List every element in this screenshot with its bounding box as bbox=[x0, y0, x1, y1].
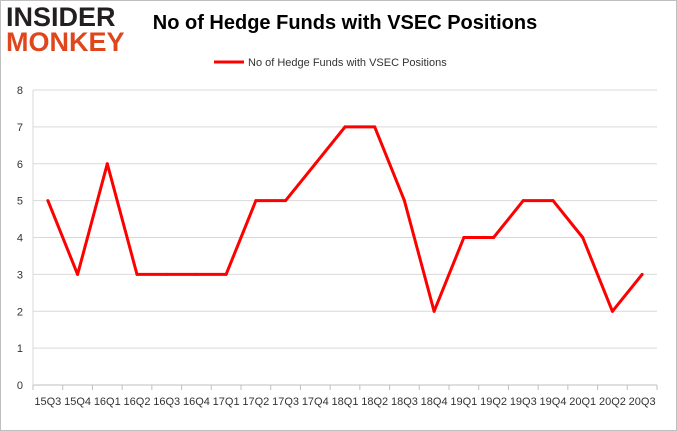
data-point bbox=[105, 162, 109, 166]
series-layer bbox=[46, 125, 644, 313]
data-point bbox=[551, 199, 555, 203]
x-tick-label: 16Q4 bbox=[183, 396, 210, 408]
x-tick-label: 19Q2 bbox=[480, 396, 507, 408]
data-point bbox=[165, 272, 169, 276]
x-tick-label: 17Q4 bbox=[302, 396, 329, 408]
x-tick-label: 17Q2 bbox=[242, 396, 269, 408]
logo-word-insider: INSIDER bbox=[6, 2, 116, 32]
x-tick-label: 18Q2 bbox=[361, 396, 388, 408]
data-point bbox=[640, 272, 644, 276]
data-point bbox=[224, 272, 228, 276]
data-point bbox=[135, 272, 139, 276]
x-tick-label: 19Q1 bbox=[450, 396, 477, 408]
x-tick-label: 16Q2 bbox=[124, 396, 151, 408]
data-point bbox=[492, 236, 496, 239]
data-point bbox=[194, 272, 198, 276]
x-tick-label: 18Q1 bbox=[332, 396, 359, 408]
x-tick-label: 18Q4 bbox=[421, 396, 448, 408]
data-point bbox=[313, 162, 317, 166]
x-tick-label: 15Q3 bbox=[34, 396, 61, 408]
data-point bbox=[284, 199, 288, 203]
y-tick-label: 0 bbox=[17, 380, 23, 392]
data-point bbox=[373, 125, 377, 129]
x-tick-label: 20Q3 bbox=[629, 396, 656, 408]
insider-monkey-logo: INSIDER MONKEY bbox=[6, 2, 125, 57]
legend: No of Hedge Funds with VSEC Positions bbox=[214, 57, 447, 69]
x-tick-label: 20Q2 bbox=[599, 396, 626, 408]
data-point bbox=[343, 125, 347, 129]
chart-title: No of Hedge Funds with VSEC Positions bbox=[152, 12, 538, 34]
x-tick-label: 18Q3 bbox=[391, 396, 418, 408]
y-tick-label: 6 bbox=[17, 159, 23, 171]
x-tick-label: 17Q3 bbox=[272, 396, 299, 408]
x-tick-label: 19Q4 bbox=[540, 396, 567, 408]
data-point bbox=[76, 272, 80, 276]
y-tick-label: 4 bbox=[17, 233, 23, 245]
series-line bbox=[46, 125, 644, 313]
data-point bbox=[46, 199, 50, 203]
x-tick-label: 17Q1 bbox=[213, 396, 240, 408]
y-tick-label: 7 bbox=[17, 122, 23, 134]
y-axis-ticks: 0 1 2 3 4 5 6 7 8 bbox=[17, 85, 23, 392]
data-point bbox=[402, 199, 406, 203]
x-tick-label: 16Q1 bbox=[94, 396, 121, 408]
x-tick-label: 15Q4 bbox=[64, 396, 91, 408]
x-tick-label: 16Q3 bbox=[153, 396, 180, 408]
y-tick-label: 2 bbox=[17, 306, 23, 318]
x-axis-ticks: 15Q3 15Q4 16Q1 16Q2 16Q3 16Q4 17Q1 17Q2 17Q3 17Q4… bbox=[34, 396, 655, 408]
y-tick-label: 8 bbox=[17, 85, 23, 97]
x-tick-label: 19Q3 bbox=[510, 396, 537, 408]
data-point bbox=[254, 199, 258, 203]
legend-label: No of Hedge Funds with VSEC Positions bbox=[248, 57, 447, 69]
data-point bbox=[432, 309, 436, 313]
x-tick-label: 20Q1 bbox=[569, 396, 596, 408]
logo-word-monkey: MONKEY bbox=[6, 27, 125, 57]
data-point bbox=[462, 236, 466, 239]
y-tick-label: 3 bbox=[17, 269, 23, 281]
data-point bbox=[581, 236, 585, 239]
data-point bbox=[521, 199, 525, 203]
y-tick-label: 5 bbox=[17, 196, 23, 208]
data-point bbox=[610, 309, 614, 313]
y-tick-label: 1 bbox=[17, 343, 23, 355]
